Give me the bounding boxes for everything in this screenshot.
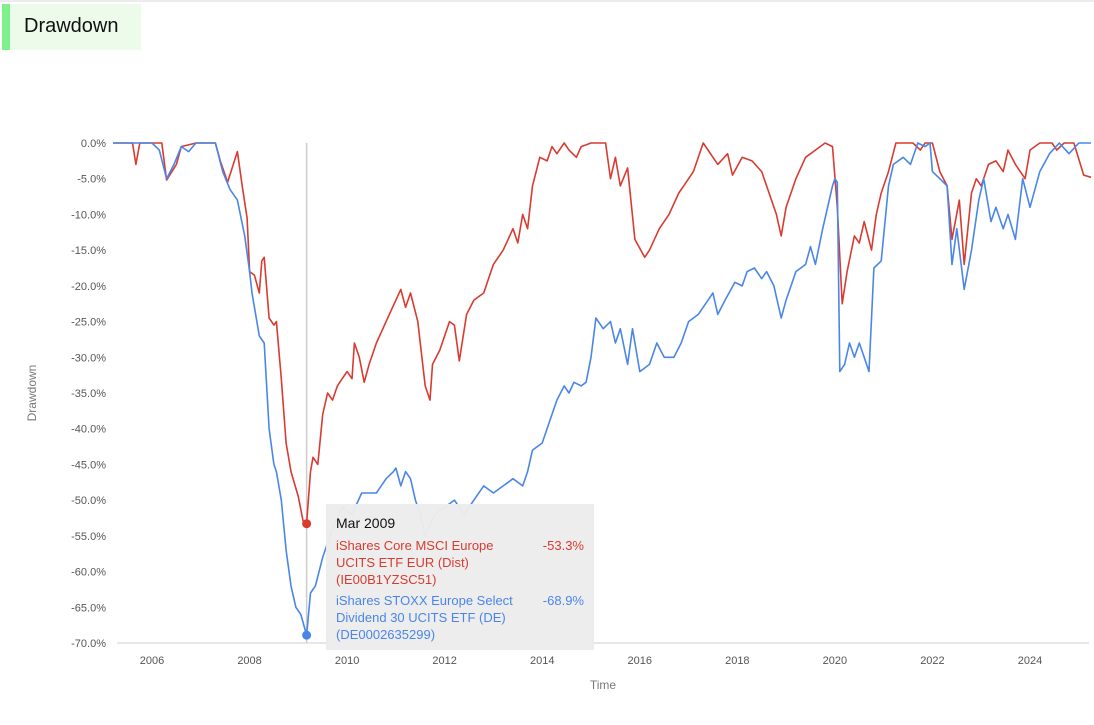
series-line-1 — [113, 142, 1092, 525]
tooltip-series-1-label: iShares Core MSCI Europe UCITS ETF EUR (… — [336, 538, 494, 587]
x-tick-label: 2006 — [140, 655, 164, 667]
top-border — [0, 0, 1094, 2]
tooltip-series-2-value: -68.9% — [542, 593, 584, 608]
y-tick-label: -35.0% — [71, 388, 106, 400]
y-tick-label: -70.0% — [71, 638, 106, 650]
x-tick-label: 2008 — [237, 655, 261, 667]
y-tick-label: -65.0% — [71, 602, 106, 614]
header-accent-bar — [2, 4, 10, 50]
y-tick-label: -25.0% — [71, 317, 106, 329]
x-tick-label: 2014 — [530, 655, 554, 667]
highlight-point-1 — [302, 519, 312, 529]
section-header: Drawdown — [2, 4, 141, 50]
tooltip-series-1-value: -53.3% — [542, 538, 584, 553]
y-tick-label: -20.0% — [71, 281, 106, 293]
tooltip-series-2-label: iShares STOXX Europe Select Dividend 30 … — [336, 593, 513, 642]
x-tick-label: 2022 — [920, 655, 944, 667]
y-tick-label: 0.0% — [81, 138, 106, 150]
y-tick-label: -55.0% — [71, 531, 106, 543]
series-line-2 — [113, 142, 1091, 636]
y-tick-label: -10.0% — [71, 209, 106, 221]
x-tick-label: 2016 — [628, 655, 652, 667]
y-tick-label: -45.0% — [71, 459, 106, 471]
y-tick-label: -60.0% — [71, 567, 106, 579]
highlight-point-2 — [302, 630, 312, 640]
y-tick-label: -5.0% — [77, 174, 106, 186]
y-tick-label: -40.0% — [71, 424, 106, 436]
y-tick-label: -30.0% — [71, 352, 106, 364]
x-axis-title: Time — [590, 678, 617, 692]
y-tick-label: -50.0% — [71, 495, 106, 507]
section-title: Drawdown — [24, 15, 119, 37]
chart-tooltip: Mar 2009 iShares Core MSCI Europe UCITS … — [326, 504, 594, 650]
x-tick-label: 2024 — [1018, 655, 1042, 667]
tooltip-date: Mar 2009 — [336, 515, 396, 531]
x-tick-label: 2020 — [823, 655, 847, 667]
x-tick-label: 2010 — [335, 655, 359, 667]
x-tick-label: 2018 — [725, 655, 749, 667]
y-tick-label: -15.0% — [71, 245, 106, 257]
y-axis-title: Drawdown — [25, 365, 39, 422]
x-tick-label: 2012 — [432, 655, 456, 667]
